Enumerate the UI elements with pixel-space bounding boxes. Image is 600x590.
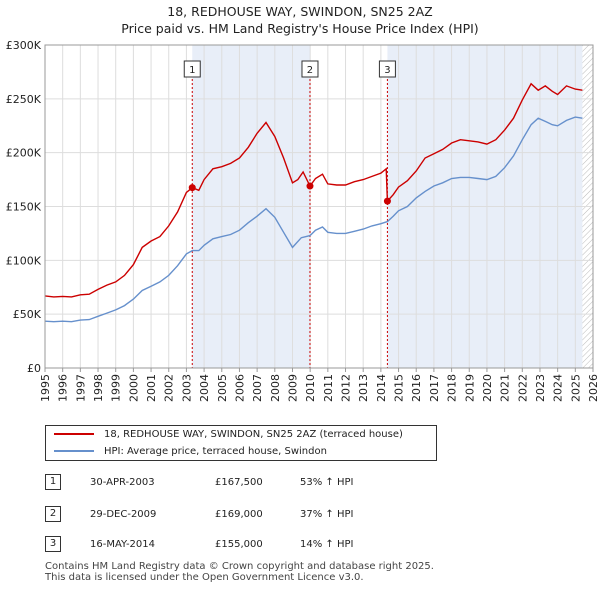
series-line-hpi [44,116,583,323]
sale-marker-box [301,60,319,78]
x-tick-label: 2001 [145,374,158,402]
legend-swatch-property [54,433,94,435]
x-tick-label: 2011 [322,374,335,402]
x-tick-label: 2026 [587,374,600,402]
sale-number-badge: 2 [45,506,61,522]
sale-hpi-change: 14% ↑ HPI [300,539,354,550]
x-tick-label: 1996 [57,374,70,402]
x-tick-label: 1999 [110,374,123,402]
x-tick-label: 2000 [127,374,140,402]
x-tick-label: 1995 [39,374,52,402]
y-tick-label: £200K [6,147,42,160]
sale-point [383,197,391,205]
x-tick-label: 2013 [357,374,370,402]
x-tick-label: 2017 [428,374,441,402]
y-tick-label: £300K [6,39,42,52]
footer-copyright: Contains HM Land Registry data © Crown c… [45,561,434,572]
series-line-property [44,82,583,298]
y-tick-label: £150K [6,201,42,214]
x-tick-label: 2019 [463,374,476,402]
price-chart: 1 2 3 £0 £50K £100K £150K £200K £250K £300K 1995 19… [6,39,600,402]
y-tick-label: £0 [27,362,41,375]
legend-item-hpi: HPI: Average price, terraced house, Swin… [54,444,327,460]
plot-border [44,44,594,369]
x-tick-label: 2009 [286,374,299,402]
x-tick-label: 2004 [198,374,211,402]
chart-title-block: 18, REDHOUSE WAY, SWINDON, SN25 2AZ Pric… [0,3,600,37]
x-tick-label: 2015 [393,374,406,402]
sale-point [188,184,196,192]
sale-marker-box [183,60,201,78]
legend-item-property: 18, REDHOUSE WAY, SWINDON, SN25 2AZ (ter… [54,427,403,443]
y-tick-label: £100K [6,254,42,267]
x-tick-label: 2003 [180,374,193,402]
legend-label-hpi: HPI: Average price, terraced house, Swin… [104,446,327,457]
footer-license: This data is licensed under the Open Gov… [45,572,364,583]
sale-marker-label: 1 [189,65,195,76]
sale-price: £167,500 [215,477,263,488]
sale-price: £155,000 [215,539,263,550]
y-tick-label: £50K [13,308,42,321]
sale-hpi-change: 37% ↑ HPI [300,509,354,520]
sale-date: 16-MAY-2014 [90,539,156,550]
footer: Contains HM Land Registry data © Crown c… [45,561,434,583]
chart-title: 18, REDHOUSE WAY, SWINDON, SN25 2AZ [167,4,433,19]
chart-subtitle: Price paid vs. HM Land Registry's House … [121,21,479,36]
sale-number-badge: 3 [45,536,61,552]
sale-marker-label: 2 [307,65,313,76]
x-tick-label: 2010 [304,374,317,402]
sale-hpi-change: 53% ↑ HPI [300,477,354,488]
sale-number-badge: 1 [45,474,61,490]
x-tick-label: 2008 [269,374,282,402]
legend-swatch-hpi [54,450,94,452]
sale-marker-box [378,60,396,78]
x-tick-label: 2016 [410,374,423,402]
x-tick-label: 1997 [74,374,87,402]
x-tick-label: 2002 [163,374,176,402]
sale-date: 30-APR-2003 [90,477,155,488]
legend: 18, REDHOUSE WAY, SWINDON, SN25 2AZ (ter… [45,425,437,461]
x-tick-label: 2023 [534,374,547,402]
x-tick-label: 2006 [233,374,246,402]
x-tick-label: 2014 [375,374,388,402]
x-tick-label: 2025 [569,374,582,402]
x-tick-label: 2012 [340,374,353,402]
x-tick-label: 1998 [92,374,105,402]
x-tick-label: 2020 [481,374,494,402]
y-tick-label: £250K [6,93,42,106]
sale-date: 29-DEC-2009 [90,509,157,520]
legend-label-property: 18, REDHOUSE WAY, SWINDON, SN25 2AZ (ter… [104,429,403,440]
x-tick-label: 2018 [446,374,459,402]
x-tick-label: 2007 [251,374,264,402]
sale-price: £169,000 [215,509,263,520]
x-tick-label: 2024 [552,374,565,402]
sale-marker-label: 3 [384,65,390,76]
x-tick-label: 2022 [516,374,529,402]
x-tick-label: 2021 [499,374,512,402]
x-tick-label: 2005 [216,374,229,402]
sale-point [306,182,314,190]
plot-area: 1 2 3 £0 £50K £100K £150K £200K £250K £300K 1995 19… [6,39,600,402]
